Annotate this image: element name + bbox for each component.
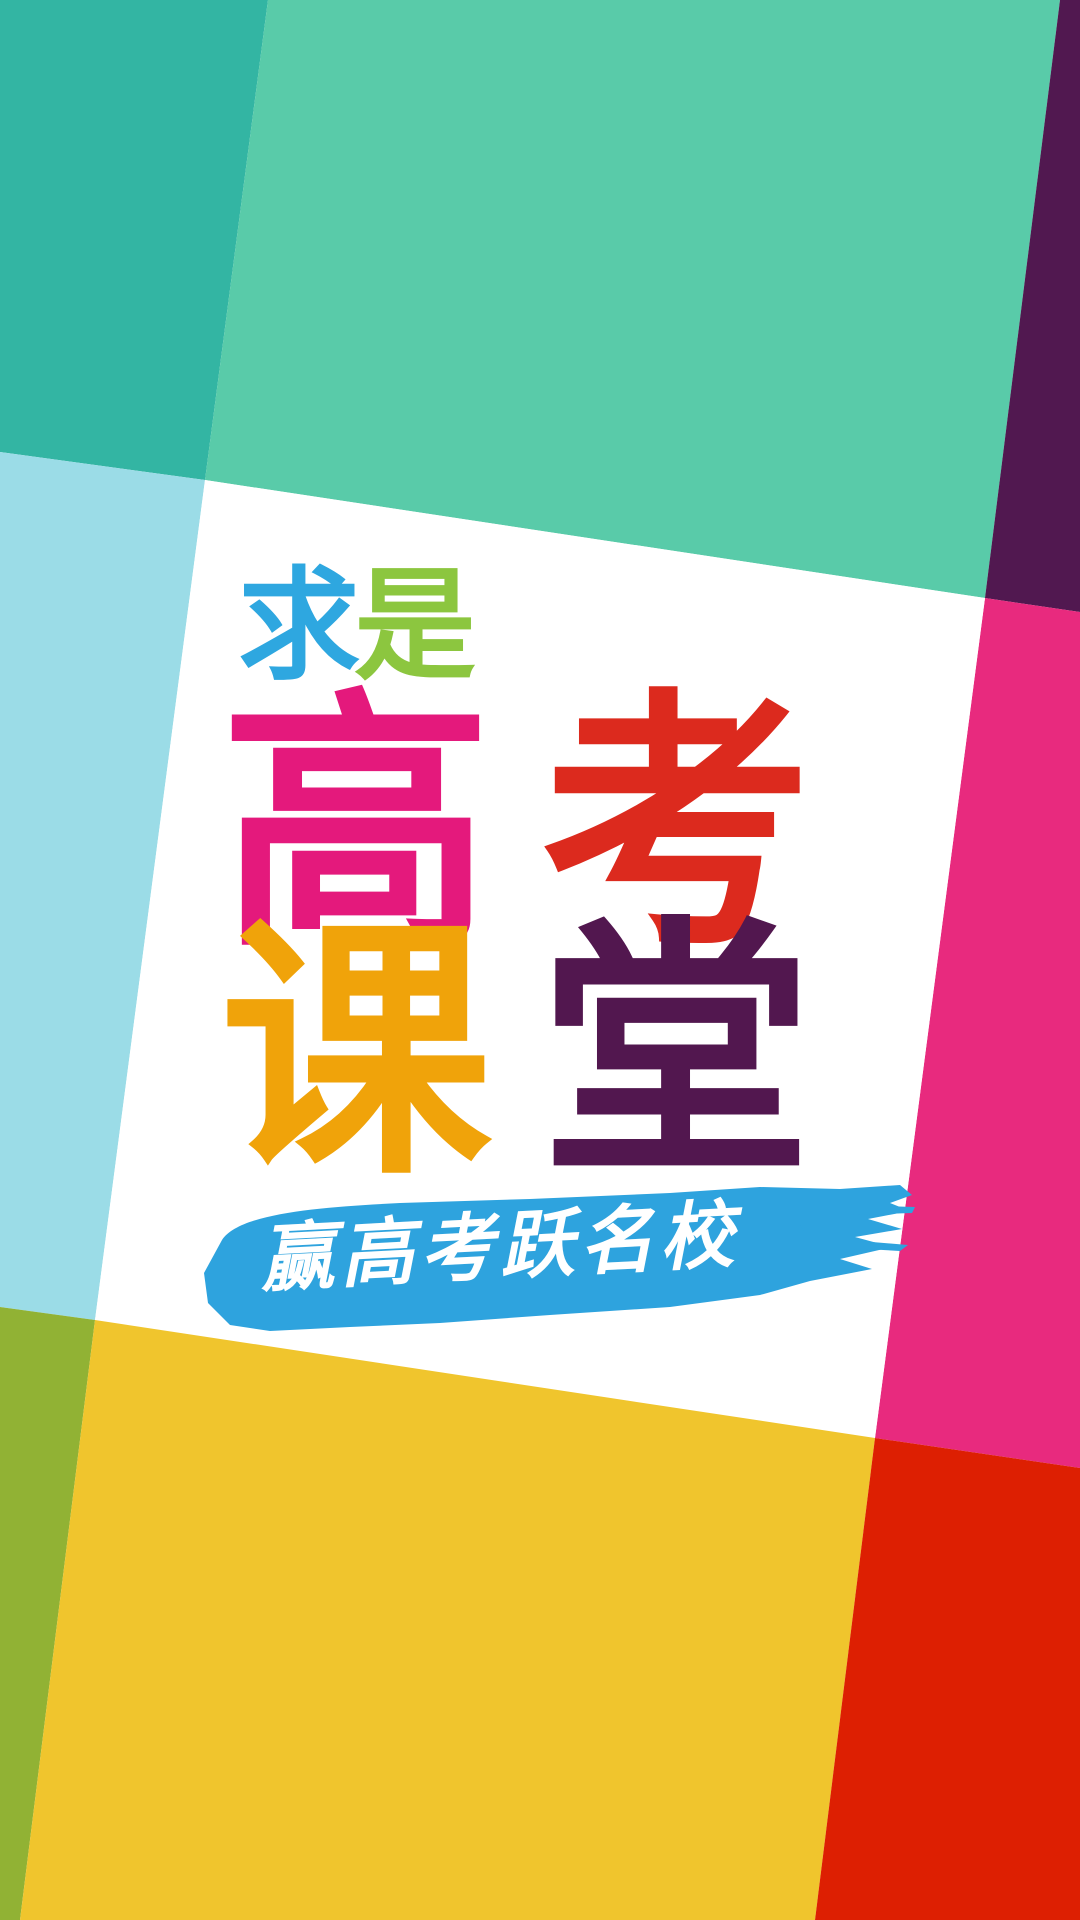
yellow-tile (20, 1320, 875, 1920)
sky-blue-tile (0, 452, 205, 1320)
pink-tile (875, 598, 1080, 1468)
red-tile (815, 1438, 1080, 1920)
teal-light-tile (205, 0, 1060, 598)
title-kao-char: 考 (540, 668, 812, 984)
brush-stroke-shape (204, 1185, 915, 1331)
slogan-banner: 赢高考跃名校 (200, 1185, 920, 1340)
purple-tile (985, 0, 1080, 612)
title-ke-char: 课 (220, 896, 492, 1212)
brand-shi-char: 是 (354, 555, 476, 697)
brush-speck-path (800, 1205, 915, 1251)
brush-stroke-path (204, 1185, 912, 1331)
teal-dark-tile (0, 0, 268, 480)
brand-logo: 求是 (238, 565, 476, 687)
olive-green-tile (0, 1307, 95, 1920)
brand-qiu-char: 求 (238, 555, 360, 697)
title-gao-char: 高 (220, 668, 492, 984)
title-tang-char: 堂 (540, 896, 812, 1212)
